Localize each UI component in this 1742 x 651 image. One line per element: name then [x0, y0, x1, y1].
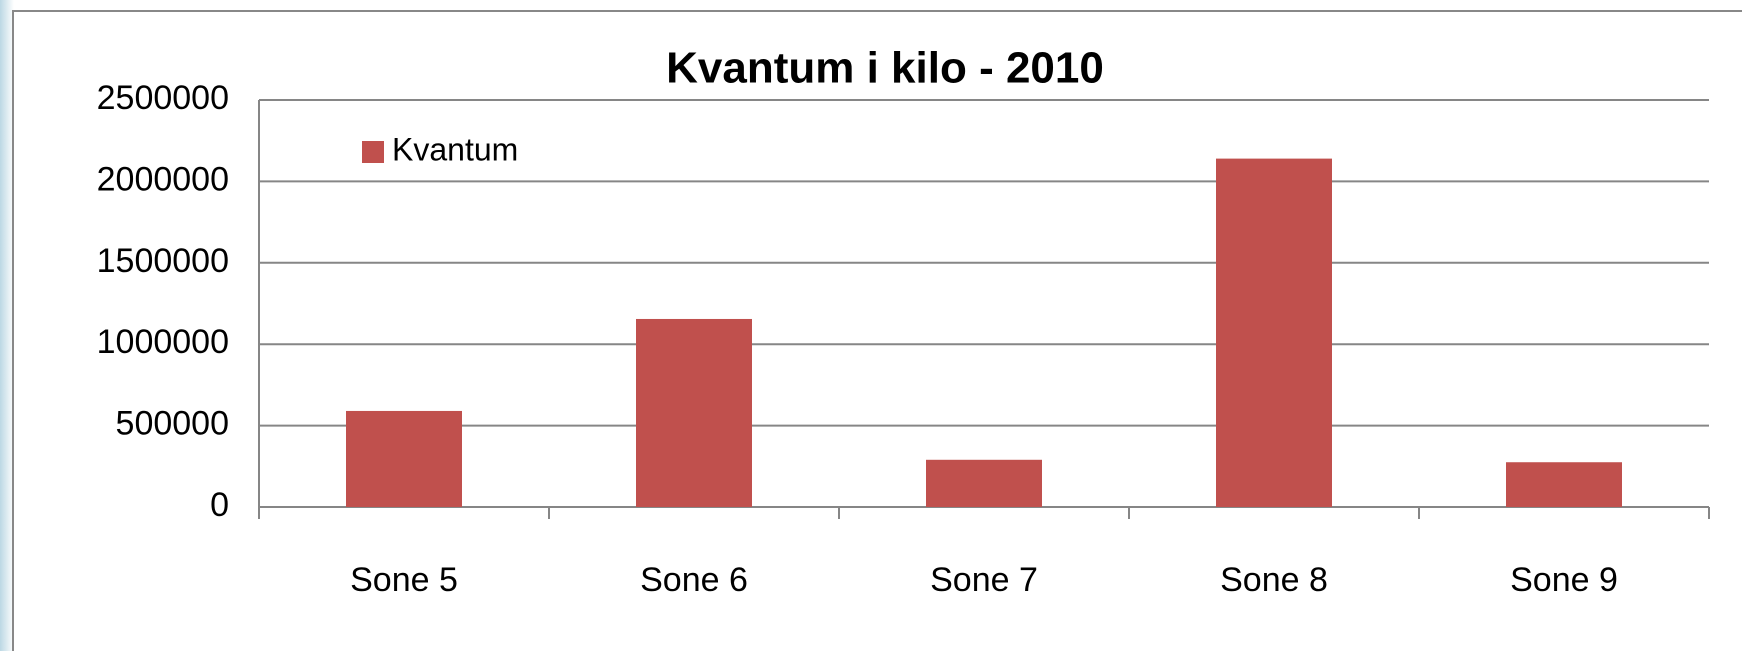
background-edge	[0, 0, 14, 651]
y-tick-label: 1000000	[97, 323, 229, 361]
x-tick-label: Sone 7	[930, 561, 1038, 599]
bar	[926, 459, 1042, 507]
x-tick-label: Sone 9	[1510, 561, 1618, 599]
bar	[636, 318, 752, 507]
y-tick-label: 1500000	[97, 242, 229, 280]
y-tick-label: 500000	[116, 405, 229, 443]
y-tick-label: 2000000	[97, 160, 229, 198]
legend-swatch	[362, 141, 384, 163]
chart-frame	[12, 10, 1742, 651]
x-tick-label: Sone 5	[350, 561, 458, 599]
bar	[1506, 462, 1622, 507]
bar	[346, 410, 462, 507]
legend-label: Kvantum	[392, 131, 518, 167]
y-tick-label: 0	[210, 486, 229, 524]
chart-title: Kvantum i kilo - 2010	[666, 44, 1104, 93]
y-tick-label: 2500000	[97, 79, 229, 117]
x-tick-label: Sone 8	[1220, 561, 1328, 599]
bar	[1216, 158, 1332, 507]
x-tick-label: Sone 6	[640, 561, 748, 599]
